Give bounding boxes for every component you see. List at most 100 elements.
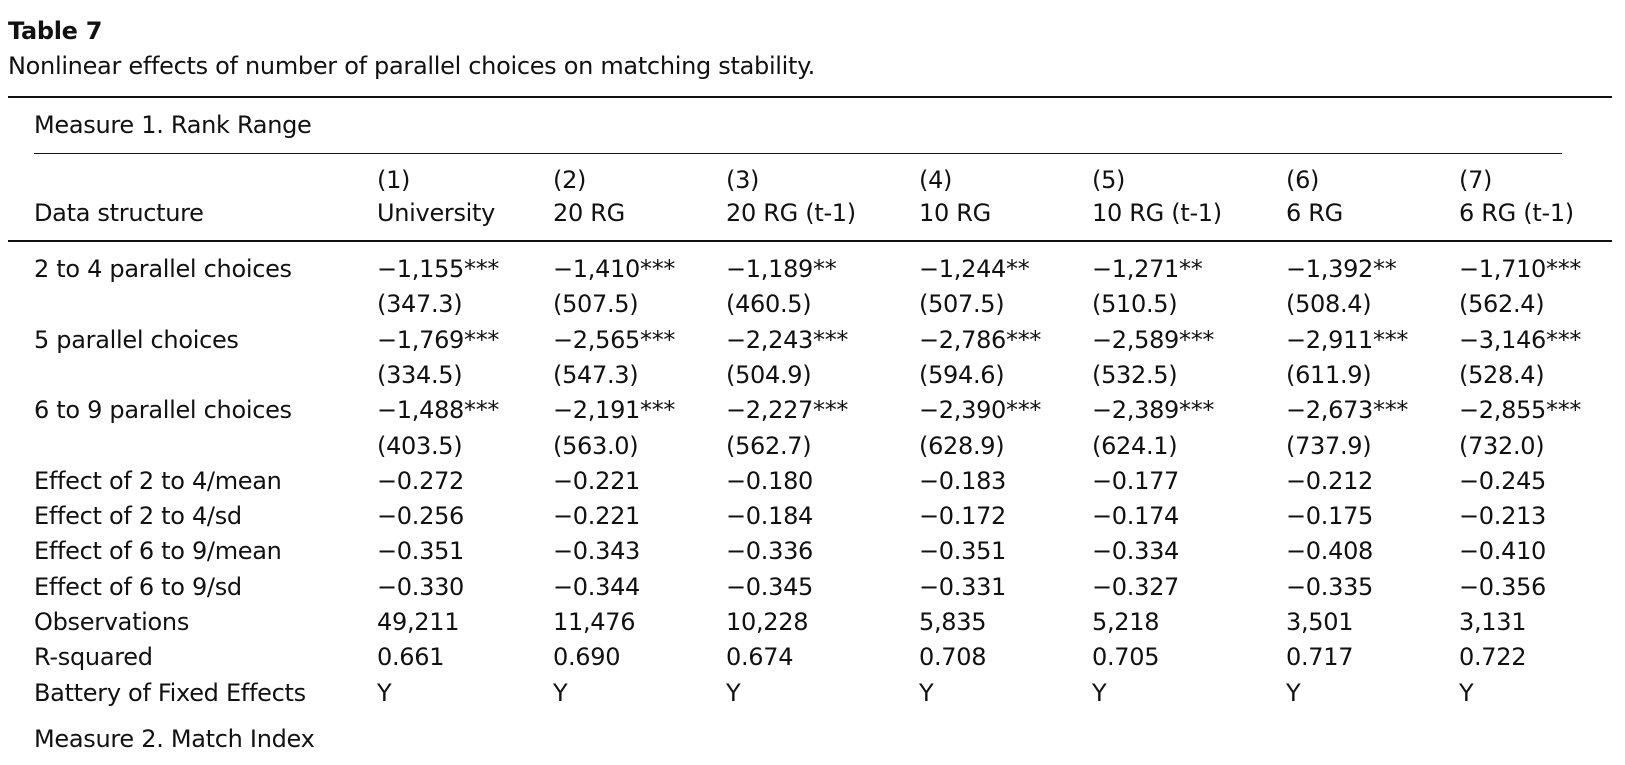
cell-value: 5,835 [919,608,987,636]
cell-value: −0.345 [726,572,814,601]
column-name: 10 RG [919,199,991,227]
cell-value: −2,390*** [919,396,1042,425]
cell-value: −1,769*** [377,325,500,354]
cell-value: −3,146*** [1459,325,1582,354]
row-label: Effect of 6 to 9/sd [34,572,242,601]
section-heading: Measure 1. Rank Range [34,111,312,139]
cell-se: (347.3) [377,290,463,319]
column-name: 6 RG [1286,199,1343,227]
cell-se: (507.5) [553,290,639,319]
cell-value: 0.690 [553,643,621,672]
cell-value: Y [377,678,392,707]
cell-se: (737.9) [1286,431,1372,460]
cell-se: (510.5) [1092,290,1178,319]
cell-se: (732.0) [1459,431,1545,460]
cell-value: 0.708 [919,643,987,672]
stub-header: Data structure [34,199,204,227]
cell-se: (508.4) [1286,290,1372,319]
cell-se: (460.5) [726,290,812,319]
cell-value: −2,565*** [553,325,676,354]
column-number: (2) [553,166,587,194]
cell-value: −0.334 [1092,537,1180,566]
section-rule [34,153,1562,154]
table-title: Table 7 [8,17,103,45]
column-name: 20 RG [553,199,625,227]
cell-value: −0.356 [1459,572,1547,601]
cell-value: −0.221 [553,466,641,495]
cell-value: 10,228 [726,608,809,636]
cell-se: (528.4) [1459,360,1545,389]
cell-value: −0.272 [377,466,465,495]
cell-value: Y [1459,678,1474,707]
cell-value: −0.221 [553,502,641,531]
cell-value: −0.172 [919,502,1007,531]
column-name: 10 RG (t-1) [1092,199,1222,227]
cell-se: (334.5) [377,360,463,389]
cell-value: −0.245 [1459,466,1547,495]
cell-value: −1,488*** [377,396,500,425]
cell-value: 3,131 [1459,608,1527,636]
cell-value: 0.705 [1092,643,1160,672]
cell-value: 5,218 [1092,608,1160,636]
cell-value: −0.330 [377,572,465,601]
cell-value: 0.722 [1459,643,1527,672]
row-label: 6 to 9 parallel choices [34,396,292,425]
row-label: Effect of 2 to 4/mean [34,466,282,495]
cell-value: −2,227*** [726,396,849,425]
cell-value: 0.717 [1286,643,1354,672]
cell-value: −1,410*** [553,255,676,283]
cell-value: −2,243*** [726,325,849,354]
column-number: (3) [726,166,760,194]
table-caption: Nonlinear effects of number of parallel … [8,52,815,80]
cell-value: Y [1092,678,1107,707]
cell-value: Y [1286,678,1301,707]
cell-se: (611.9) [1286,360,1372,389]
cell-value: −1,244** [919,255,1030,283]
cell-value: −0.327 [1092,572,1180,601]
column-number: (4) [919,166,953,194]
cell-value: −0.331 [919,572,1007,601]
cell-value: −1,155*** [377,255,500,283]
cell-value: −0.343 [553,537,641,566]
cell-value: −0.177 [1092,466,1180,495]
cell-value: −2,673*** [1286,396,1409,425]
cell-value: −0.335 [1286,572,1374,601]
column-number: (7) [1459,166,1493,194]
cell-se: (547.3) [553,360,639,389]
top-rule [8,96,1612,98]
cell-value: −0.351 [919,537,1007,566]
cell-value: −0.256 [377,502,465,531]
column-name: University [377,199,496,227]
cell-se: (532.5) [1092,360,1178,389]
cell-value: −0.213 [1459,502,1547,531]
row-label: 5 parallel choices [34,325,239,354]
cell-value: −0.408 [1286,537,1374,566]
row-label: R-squared [34,643,153,672]
cell-se: (624.1) [1092,431,1178,460]
row-label: Battery of Fixed Effects [34,678,306,707]
row-label: Effect of 2 to 4/sd [34,502,242,531]
cell-value: −2,786*** [919,325,1042,354]
cell-value: −1,189** [726,255,837,283]
cell-value: −0.183 [919,466,1007,495]
cell-value: −0.410 [1459,537,1547,566]
row-label: Effect of 6 to 9/mean [34,537,282,566]
cell-value: 49,211 [377,608,460,636]
cell-value: 0.674 [726,643,794,672]
cell-se: (594.6) [919,360,1005,389]
cell-value: −2,855*** [1459,396,1582,425]
cell-se: (504.9) [726,360,812,389]
row-label: Observations [34,608,190,636]
section-heading: Measure 2. Match Index [34,725,315,753]
cell-value: Y [919,678,934,707]
column-number: (1) [377,166,411,194]
cell-se: (507.5) [919,290,1005,319]
cell-value: −0.180 [726,466,814,495]
cell-value: 0.661 [377,643,445,672]
column-number: (6) [1286,166,1320,194]
header-rule [8,240,1612,242]
cell-se: (628.9) [919,431,1005,460]
cell-value: −0.184 [726,502,814,531]
cell-value: −2,911*** [1286,325,1409,354]
